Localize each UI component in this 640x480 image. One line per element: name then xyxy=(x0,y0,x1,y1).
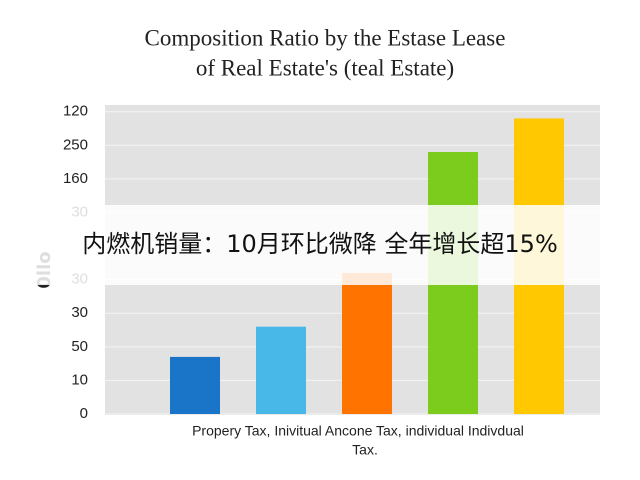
y-tick-label: 50 xyxy=(71,338,88,355)
x-axis-label: Propery Tax, Inivitual Ancone Tax, indiv… xyxy=(192,423,524,439)
y-tick-label: 30 xyxy=(71,304,88,321)
bar xyxy=(256,326,306,414)
caption-banner xyxy=(0,205,640,285)
x-axis-label: Tax. xyxy=(352,442,378,458)
y-tick-label: 10 xyxy=(71,371,88,388)
y-tick-label: 250 xyxy=(63,136,88,153)
bar xyxy=(170,356,220,414)
chart-title: of Real Estate's (teal Estate) xyxy=(196,55,454,80)
y-tick-label: 0 xyxy=(80,405,88,422)
y-tick-label: 120 xyxy=(63,103,88,120)
overlay-caption: 内燃机销量：10月环比微降 全年增长超15% xyxy=(82,230,558,258)
bar xyxy=(342,272,392,414)
chart-title: Composition Ratio by the Estase Lease xyxy=(145,25,506,50)
y-tick-label: 160 xyxy=(63,170,88,187)
